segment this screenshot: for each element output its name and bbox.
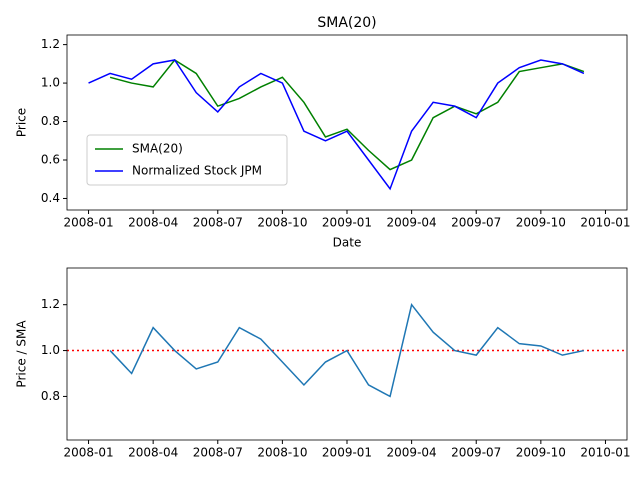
x-tick-label: 2008-04 bbox=[128, 446, 178, 460]
x-tick-label: 2008-10 bbox=[257, 216, 307, 230]
legend-label: SMA(20) bbox=[132, 142, 183, 156]
x-tick-label: 2008-07 bbox=[193, 446, 243, 460]
series-line bbox=[88, 59, 585, 191]
y-tick-label: 1.0 bbox=[41, 76, 60, 90]
legend-box bbox=[86, 134, 288, 186]
y-tick-label: 1.2 bbox=[41, 297, 60, 311]
plot-frame bbox=[66, 34, 628, 211]
x-tick-label: 2009-10 bbox=[516, 216, 566, 230]
x-axis-label: Date bbox=[333, 236, 362, 250]
x-tick-label: 2009-01 bbox=[322, 216, 372, 230]
x-tick-label: 2010-01 bbox=[580, 446, 630, 460]
x-tick-label: 2008-04 bbox=[128, 216, 178, 230]
x-tick-label: 2010-01 bbox=[580, 216, 630, 230]
chart-title: SMA(20) bbox=[317, 15, 376, 31]
y-tick-label: 0.8 bbox=[41, 114, 60, 128]
y-tick-label: 1.0 bbox=[41, 343, 60, 357]
series-line bbox=[109, 302, 585, 398]
x-tick-label: 2008-01 bbox=[63, 446, 113, 460]
y-tick-label: 0.4 bbox=[41, 191, 60, 205]
series-line bbox=[109, 59, 585, 171]
x-tick-label: 2009-07 bbox=[451, 446, 501, 460]
x-tick-label: 2009-07 bbox=[451, 216, 501, 230]
x-tick-label: 2009-04 bbox=[387, 446, 437, 460]
x-tick-label: 2009-10 bbox=[516, 446, 566, 460]
y-tick-label: 0.8 bbox=[41, 389, 60, 403]
legend-label: Normalized Stock JPM bbox=[132, 164, 262, 178]
y-tick-label: 0.6 bbox=[41, 153, 60, 167]
y-axis-label: Price bbox=[15, 108, 29, 137]
x-tick-label: 2008-07 bbox=[193, 216, 243, 230]
y-axis-label: Price / SMA bbox=[15, 320, 29, 388]
y-tick-label: 1.2 bbox=[41, 37, 60, 51]
plot-frame bbox=[66, 267, 628, 441]
x-tick-label: 2009-01 bbox=[322, 446, 372, 460]
x-tick-label: 2008-01 bbox=[63, 216, 113, 230]
x-tick-label: 2009-04 bbox=[387, 216, 437, 230]
x-tick-label: 2008-10 bbox=[257, 446, 307, 460]
